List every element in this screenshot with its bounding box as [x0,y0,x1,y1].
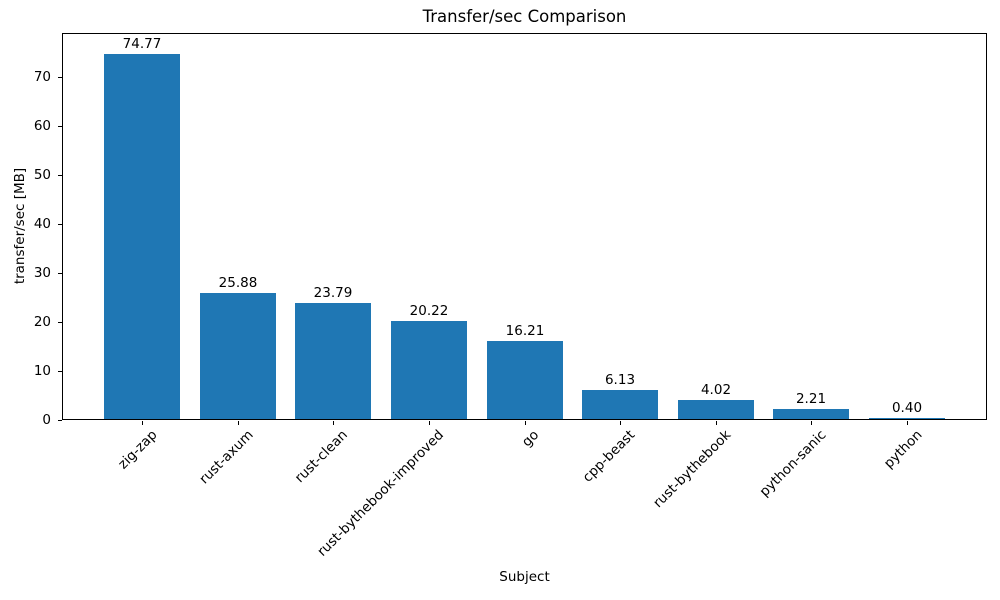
x-tick-label-zig-zap: zig-zap [114,427,161,473]
x-tick-label-rust-axum: rust-axum [196,427,257,488]
x-tick-label-rust-clean: rust-clean [292,427,352,487]
bar-cpp-beast [582,390,658,420]
x-tick-mark [525,421,526,425]
x-tick-label-rust-bythebook: rust-bythebook [650,427,735,512]
bar-value-rust-bythebook: 4.02 [700,382,732,398]
bar-go [487,341,563,420]
x-tick-label-python-sanic: python-sanic [756,427,830,500]
y-tick-label-60: 60 [33,118,51,134]
y-axis-label: transfer/sec [MB] [12,167,28,285]
x-tick-mark [238,421,239,425]
x-tick-mark [620,421,621,425]
bar-value-python: 0.40 [891,400,923,416]
x-tick-label-cpp-beast: cpp-beast [579,427,639,486]
y-tick-mark [58,126,62,127]
y-tick-label-20: 20 [33,314,51,330]
bar-zig-zap [104,54,180,420]
y-tick-mark [58,371,62,372]
x-tick-label-go: go [519,427,543,451]
y-tick-mark [58,224,62,225]
y-tick-label-70: 70 [33,69,51,85]
x-tick-mark [907,421,908,425]
bar-value-rust-bythebook-improved: 20.22 [409,303,449,319]
bar-rust-axum [200,293,276,420]
y-tick-mark [58,77,62,78]
y-tick-mark [58,175,62,176]
bar-rust-bythebook [678,400,754,420]
x-tick-mark [142,421,143,425]
bar-rust-clean [295,303,371,420]
x-tick-mark [811,421,812,425]
y-tick-mark [58,273,62,274]
x-tick-label-python: python [880,427,926,472]
x-tick-mark [429,421,430,425]
plot-area [62,33,987,420]
bar-value-cpp-beast: 6.13 [604,372,636,388]
x-axis-label: Subject [499,569,550,585]
bar-value-python-sanic: 2.21 [795,391,827,407]
chart-title: Transfer/sec Comparison [422,7,627,26]
y-tick-mark [58,322,62,323]
bar-value-go: 16.21 [505,323,545,339]
x-tick-mark [333,421,334,425]
bar-value-zig-zap: 74.77 [122,36,162,52]
y-tick-label-10: 10 [33,363,51,379]
y-tick-mark [58,420,62,421]
bar-python-sanic [773,409,849,420]
bar-value-rust-axum: 25.88 [218,275,258,291]
bar-rust-bythebook-improved [391,321,467,420]
bar-value-rust-clean: 23.79 [313,285,353,301]
x-tick-mark [716,421,717,425]
y-tick-label-40: 40 [33,216,51,232]
y-tick-label-50: 50 [33,167,51,183]
y-tick-label-30: 30 [33,265,51,281]
y-tick-label-0: 0 [42,412,51,428]
